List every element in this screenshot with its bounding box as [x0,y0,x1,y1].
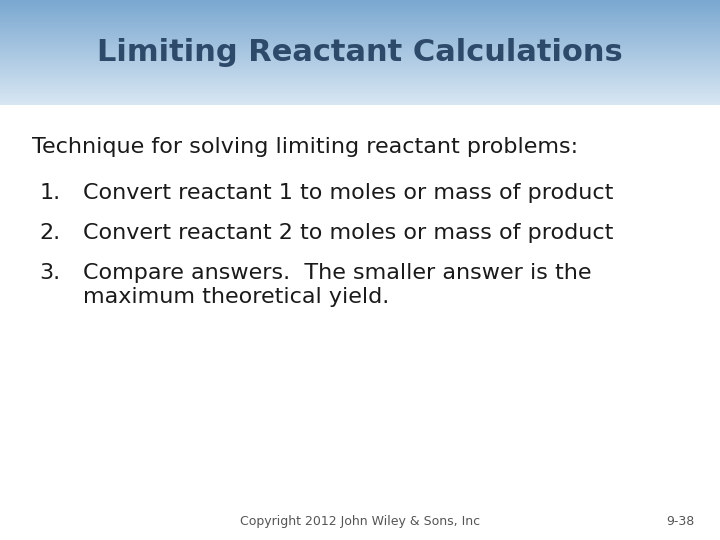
Text: 9-38: 9-38 [667,515,695,528]
Text: Copyright 2012 John Wiley & Sons, Inc: Copyright 2012 John Wiley & Sons, Inc [240,515,480,528]
Text: Limiting Reactant Calculations: Limiting Reactant Calculations [97,38,623,67]
Text: Convert reactant 1 to moles or mass of product: Convert reactant 1 to moles or mass of p… [83,183,613,203]
Text: Compare answers.  The smaller answer is the: Compare answers. The smaller answer is t… [83,263,591,283]
Text: maximum theoretical yield.: maximum theoretical yield. [83,287,389,307]
Text: 1.: 1. [40,183,60,203]
Text: 3.: 3. [40,263,60,283]
Text: Convert reactant 2 to moles or mass of product: Convert reactant 2 to moles or mass of p… [83,223,613,243]
Text: Technique for solving limiting reactant problems:: Technique for solving limiting reactant … [32,137,579,157]
Text: 2.: 2. [40,223,60,243]
